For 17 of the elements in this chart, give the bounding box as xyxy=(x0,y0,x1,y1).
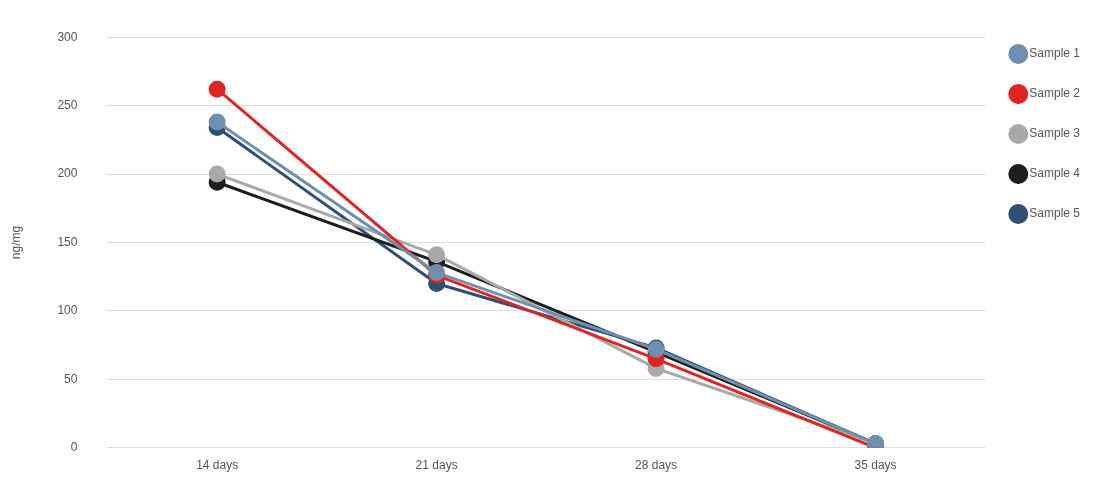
x-tick-label: 28 days xyxy=(635,458,678,473)
x-tick-label: 35 days xyxy=(854,458,897,473)
legend-label: Sample 5 xyxy=(1029,206,1081,221)
y-tick-label: 200 xyxy=(57,166,78,181)
legend-label: Sample 1 xyxy=(1029,46,1081,61)
x-tick-label: 21 days xyxy=(415,458,458,473)
y-tick-label: 0 xyxy=(70,440,78,455)
legend-label: Sample 3 xyxy=(1029,126,1081,141)
y-tick-label: 150 xyxy=(57,234,78,249)
x-tick-label: 14 days xyxy=(196,458,239,473)
legend-label: Sample 4 xyxy=(1029,166,1081,181)
y-tick-label: 300 xyxy=(57,29,78,44)
y-tick-label: 250 xyxy=(57,97,78,112)
legend-label: Sample 2 xyxy=(1029,86,1081,101)
y-tick-label: 50 xyxy=(64,371,78,386)
y-axis-title: ng/mg xyxy=(8,225,23,260)
y-tick-label: 100 xyxy=(57,303,78,318)
